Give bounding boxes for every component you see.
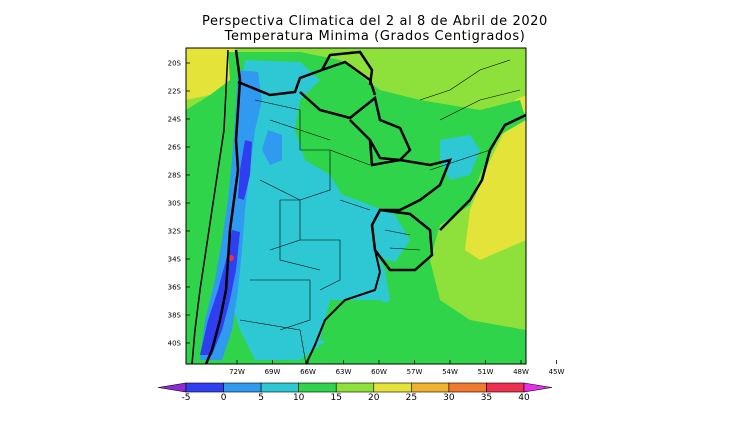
lon-tick-label: 45W [549, 368, 565, 376]
lat-tick-label: 32S [168, 228, 182, 236]
colorbar-swatch [448, 382, 487, 393]
colorbar-label: 10 [293, 393, 305, 403]
colorbar-swatch [185, 382, 224, 393]
lon-tick-label: 60W [371, 368, 387, 376]
colorbar-swatch [223, 382, 262, 393]
colorbar-swatch [298, 382, 337, 393]
lon-tick-label: 48W [513, 368, 529, 376]
lat-tick-label: 24S [168, 116, 182, 124]
lat-tick-label: 28S [168, 172, 182, 180]
longitude-axis: 72W 69W 66W 63W 60W 57W 54W 51W 48W 45W [229, 360, 564, 376]
lon-tick-label: 63W [336, 368, 352, 376]
lat-tick-label: 26S [168, 144, 182, 152]
colorbar-label: 35 [481, 393, 492, 403]
lon-tick-label: 69W [265, 368, 281, 376]
latitude-axis: 20S 22S 24S 26S 28S 30S 32S 34S 36S 38S 40S [168, 60, 190, 348]
lon-tick-label: 72W [229, 368, 245, 376]
colorbar-swatch [411, 382, 450, 393]
temperature-field [186, 48, 526, 364]
colorbar-label: 15 [330, 393, 341, 403]
lat-tick-label: 36S [168, 284, 182, 292]
colorbar-label: 20 [368, 393, 380, 403]
lat-tick-label: 34S [168, 256, 182, 264]
lat-tick-label: 20S [168, 60, 182, 68]
colorbar-label: 25 [406, 393, 417, 403]
map-title-line2: Temperatura Minima (Grados Centigrados) [224, 29, 526, 44]
lat-tick-label: 40S [168, 340, 182, 348]
map-title-line1: Perspectiva Climatica del 2 al 8 de Abri… [202, 14, 548, 29]
lon-tick-label: 54W [442, 368, 458, 376]
colorbar-label: -5 [182, 393, 191, 403]
colorbar-low-arrow [157, 382, 187, 393]
colorbar-swatch [486, 382, 525, 393]
map-frame [185, 47, 527, 365]
colorbar-swatch [373, 382, 412, 393]
lat-tick-label: 30S [168, 200, 182, 208]
lon-tick-label: 51W [478, 368, 494, 376]
colorbar-label: 30 [443, 393, 455, 403]
lon-tick-label: 66W [300, 368, 316, 376]
colorbar-swatch [260, 382, 299, 393]
colorbar [157, 382, 553, 393]
colorbar-label: 5 [258, 393, 264, 403]
colorbar-swatch [335, 382, 375, 393]
lat-tick-label: 22S [168, 88, 182, 96]
lat-tick-label: 38S [168, 312, 182, 320]
colorbar-labels: -5 0 5 10 15 20 25 30 35 40 [182, 393, 530, 403]
colorbar-label: 0 [221, 393, 227, 403]
colorbar-high-arrow [523, 382, 553, 393]
province-borders [239, 59, 521, 365]
colorbar-label: 40 [518, 393, 530, 403]
lon-tick-label: 57W [407, 368, 423, 376]
country-borders [191, 49, 527, 365]
